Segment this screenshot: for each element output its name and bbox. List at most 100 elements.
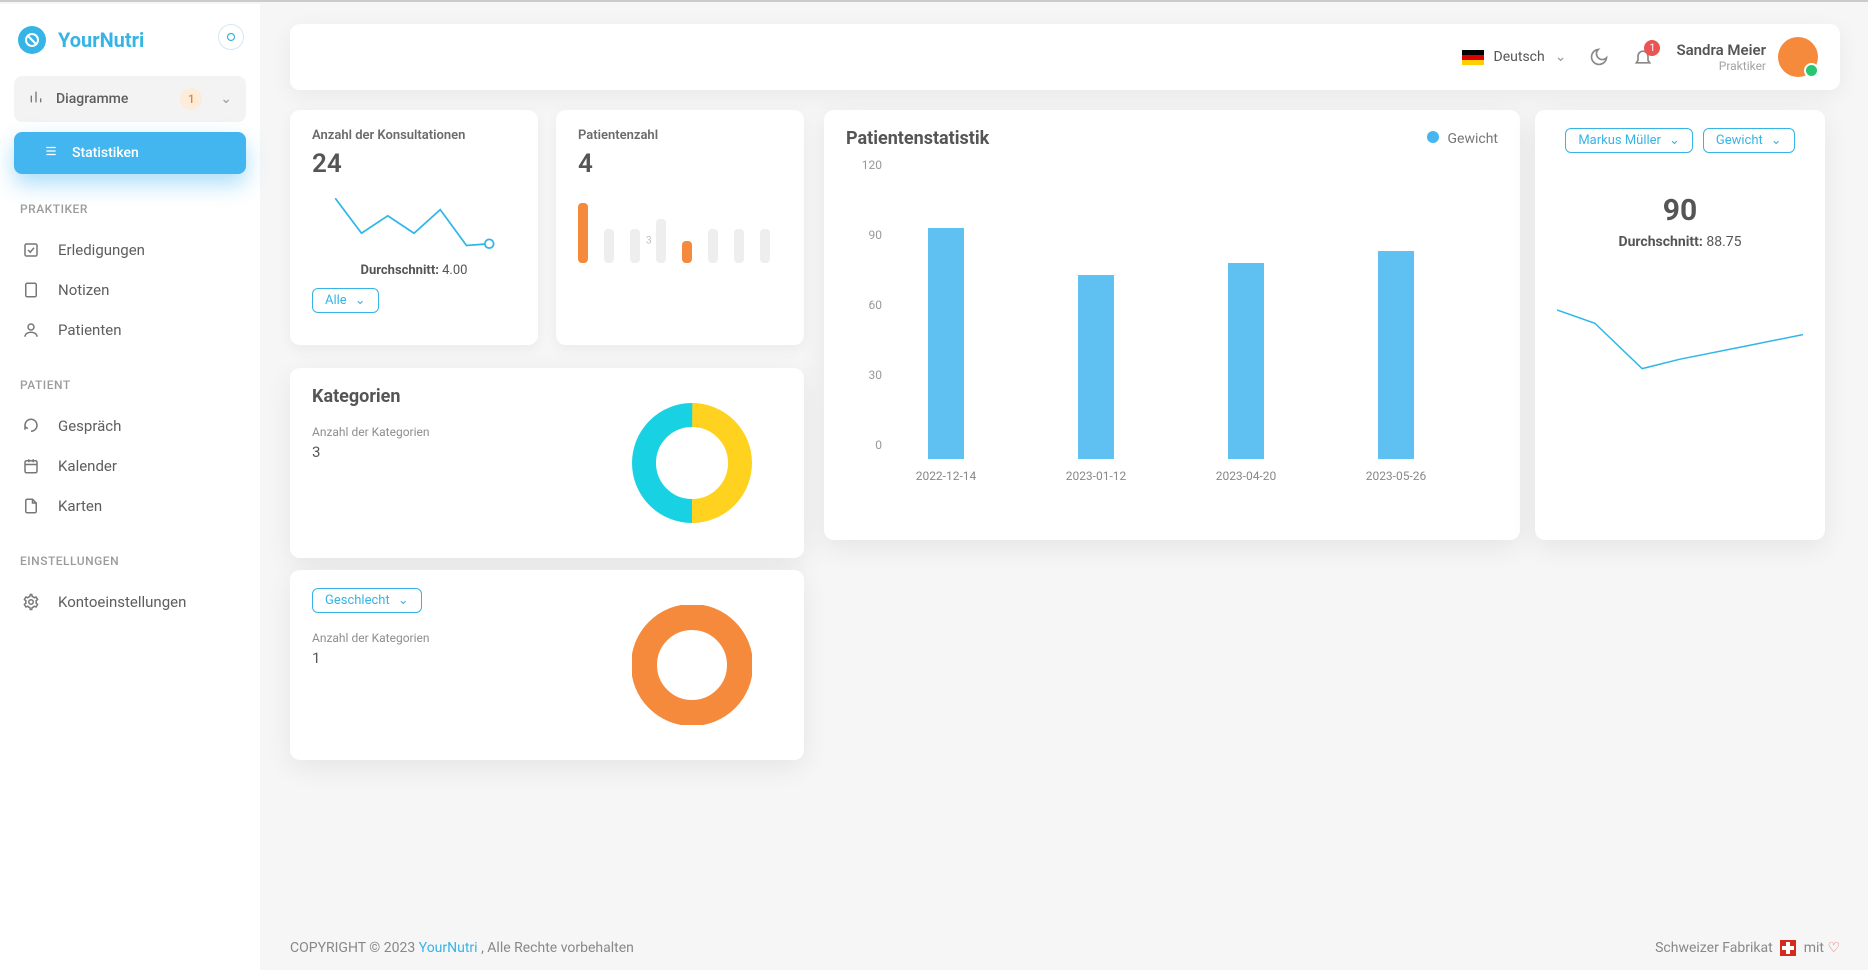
flag-ch-icon — [1780, 940, 1796, 956]
card-categories: Kategorien Anzahl der Kategorien 3 — [290, 368, 804, 558]
nav-item-erledigungen[interactable]: Erledigungen — [14, 230, 246, 270]
donut-categories — [632, 403, 752, 523]
user-menu[interactable]: Sandra Meier Praktiker — [1676, 37, 1818, 77]
tiny-bar — [734, 229, 744, 263]
user-role: Praktiker — [1676, 59, 1766, 73]
sidebar-settings-icon[interactable] — [218, 24, 244, 50]
footer-brand-link[interactable]: YourNutri — [419, 940, 478, 956]
chevron-down-icon: ⌄ — [398, 593, 409, 608]
logo-text: YourNutri — [58, 28, 144, 52]
bar-chart: 0306090120 2022-12-142023-01-122023-04-2… — [886, 179, 1488, 459]
nav-item-kalender[interactable]: Kalender — [14, 446, 246, 486]
nav-section-label: EINSTELLUNGEN — [14, 526, 246, 582]
karten-icon — [22, 497, 42, 515]
nav-item-label: Kontoeinstellungen — [58, 593, 186, 611]
logo[interactable]: YourNutri — [14, 20, 246, 76]
tiny-bar — [604, 229, 614, 263]
nav-group-label: Diagramme — [56, 91, 128, 107]
nav-section-label: PRAKTIKER — [14, 174, 246, 230]
card-subtitle: Anzahl der Kategorien — [312, 631, 632, 645]
made-in: Schweizer Fabrikat mit ♡ — [1655, 940, 1840, 956]
card-gender: Geschlecht ⌄ Anzahl der Kategorien 1 — [290, 570, 804, 760]
card-title: Kategorien — [312, 386, 632, 407]
card-title: Anzahl der Konsultationen — [312, 128, 516, 143]
card-value: 4 — [578, 149, 782, 179]
x-axis-label: 2023-04-20 — [1186, 469, 1306, 483]
filter-select[interactable]: Alle ⌄ — [312, 288, 379, 313]
nav-item-label: Kalender — [58, 457, 117, 475]
nav-group-diagramme[interactable]: Diagramme 1 ⌄ — [14, 76, 246, 122]
nav-item-patienten[interactable]: Patienten — [14, 310, 246, 350]
nav-item-notizen[interactable]: Notizen — [14, 270, 246, 310]
card-value: 1 — [312, 649, 632, 667]
card-subtitle: Anzahl der Kategorien — [312, 425, 632, 439]
notification-badge: 1 — [1644, 40, 1660, 56]
tiny-bar — [578, 203, 588, 263]
nav-item-statistiken[interactable]: Statistiken — [14, 132, 246, 174]
x-axis-label: 2022-12-14 — [886, 469, 1006, 483]
bar — [1378, 251, 1414, 459]
card-value: 24 — [312, 149, 516, 179]
nav-item-konto[interactable]: Kontoeinstellungen — [14, 582, 246, 622]
sliders-icon — [44, 144, 58, 162]
legend-dot-icon — [1427, 131, 1439, 143]
bar — [1078, 275, 1114, 459]
sparkline-metric — [1557, 290, 1803, 400]
card-patient-metric: Markus Müller ⌄ Gewicht ⌄ 90 Durchschnit… — [1535, 110, 1825, 540]
chevron-down-icon: ⌄ — [1555, 49, 1567, 65]
card-title: Patientenzahl — [578, 128, 782, 143]
theme-toggle-icon[interactable] — [1588, 46, 1610, 68]
card-consultations: Anzahl der Konsultationen 24 Durchschnit… — [290, 110, 538, 345]
chevron-down-icon: ⌄ — [220, 91, 232, 107]
footer: COPYRIGHT © 2023 YourNutri , Alle Rechte… — [290, 940, 1840, 956]
gespraech-icon — [22, 417, 42, 435]
tiny-bar — [682, 241, 692, 263]
metric-value: 90 — [1557, 193, 1803, 228]
nav-item-label: Statistiken — [72, 145, 139, 161]
nav-item-karten[interactable]: Karten — [14, 486, 246, 526]
tiny-bar: 3 — [656, 219, 666, 263]
tiny-bar — [760, 229, 770, 263]
flag-de-icon — [1462, 50, 1484, 65]
nav-item-label: Notizen — [58, 281, 109, 299]
copyright: COPYRIGHT © 2023 YourNutri , Alle Rechte… — [290, 940, 634, 956]
bar-chart-icon — [28, 89, 44, 109]
nav-item-label: Gespräch — [58, 417, 121, 435]
card-value: 3 — [312, 443, 632, 461]
patient-select[interactable]: Markus Müller ⌄ — [1565, 128, 1693, 153]
gender-select[interactable]: Geschlecht ⌄ — [312, 588, 422, 613]
nav-item-label: Patienten — [58, 321, 121, 339]
nav-item-label: Erledigungen — [58, 241, 145, 259]
nav-item-gespraech[interactable]: Gespräch — [14, 406, 246, 446]
avatar — [1778, 37, 1818, 77]
donut-gender — [632, 605, 752, 725]
kalender-icon — [22, 457, 42, 475]
language-label: Deutsch — [1494, 49, 1545, 65]
chevron-down-icon: ⌄ — [1771, 133, 1782, 148]
chevron-down-icon: ⌄ — [1669, 133, 1680, 148]
sidebar: YourNutri Diagramme 1 ⌄ Statistiken PRAK… — [0, 4, 260, 970]
metric-select[interactable]: Gewicht ⌄ — [1703, 128, 1795, 153]
sparkline-consultations — [312, 179, 516, 249]
card-average: Durchschnitt: 4.00 — [312, 263, 516, 278]
nav-group-badge: 1 — [180, 88, 202, 110]
card-patient-stats: Patientenstatistik Gewicht 0306090120 20… — [824, 110, 1520, 540]
content: Anzahl der Konsultationen 24 Durchschnit… — [290, 110, 1840, 914]
nav-section-label: PATIENT — [14, 350, 246, 406]
nav-item-label: Karten — [58, 497, 102, 515]
heart-icon: ♡ — [1827, 940, 1840, 956]
logo-icon — [18, 26, 46, 54]
erledigungen-icon — [22, 241, 42, 259]
x-axis-label: 2023-05-26 — [1336, 469, 1456, 483]
tiny-bar — [630, 229, 640, 263]
tiny-bar-chart: 3 — [578, 193, 782, 263]
tiny-bar — [708, 229, 718, 263]
x-axis-label: 2023-01-12 — [1036, 469, 1156, 483]
bar — [928, 228, 964, 459]
language-selector[interactable]: Deutsch ⌄ — [1462, 49, 1567, 65]
notifications-icon[interactable]: 1 — [1632, 46, 1654, 68]
user-name: Sandra Meier — [1676, 41, 1766, 59]
bar — [1228, 263, 1264, 459]
patienten-icon — [22, 321, 42, 339]
notizen-icon — [22, 281, 42, 299]
